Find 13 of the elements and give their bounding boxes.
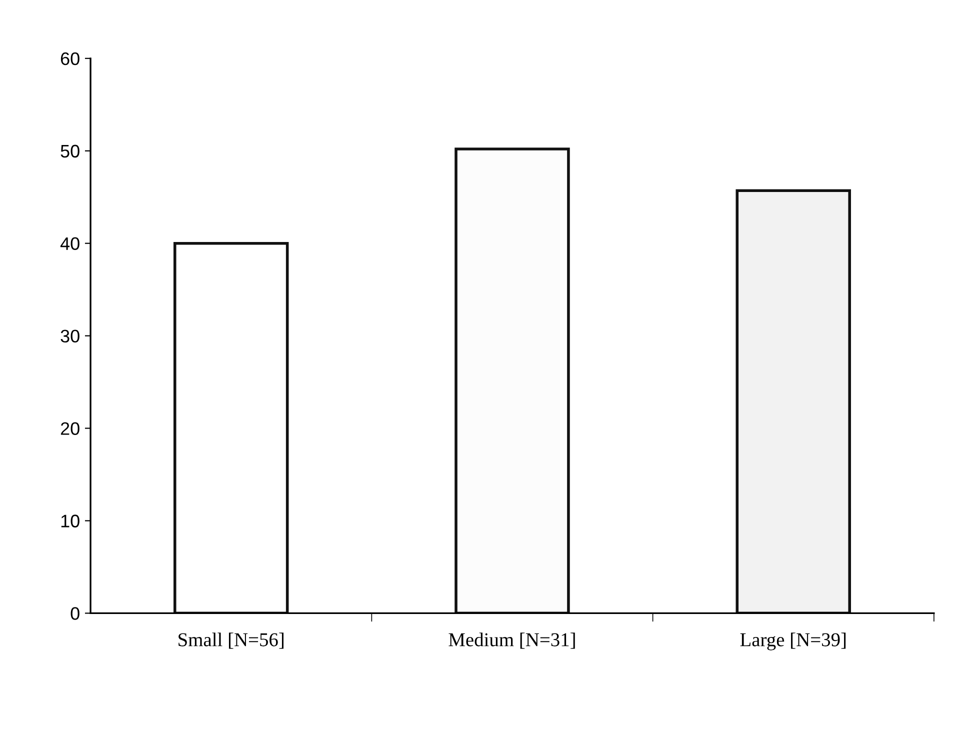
y-tick-label: 40 — [60, 237, 80, 250]
y-tick-label: 60 — [60, 52, 80, 66]
x-tick-label: Large [N=39] — [740, 632, 846, 650]
y-tick-label: 0 — [70, 607, 80, 620]
bar — [736, 189, 851, 614]
x-tick-label: Small [N=56] — [178, 632, 284, 649]
y-tick-label: 20 — [60, 422, 80, 435]
y-tick-label: 10 — [61, 514, 80, 528]
bar — [173, 242, 289, 614]
y-tick-label: 30 — [60, 330, 80, 343]
bar — [454, 148, 570, 614]
x-tick-label: Medium [N=31] — [448, 632, 575, 649]
y-tick-label: 50 — [60, 144, 80, 158]
